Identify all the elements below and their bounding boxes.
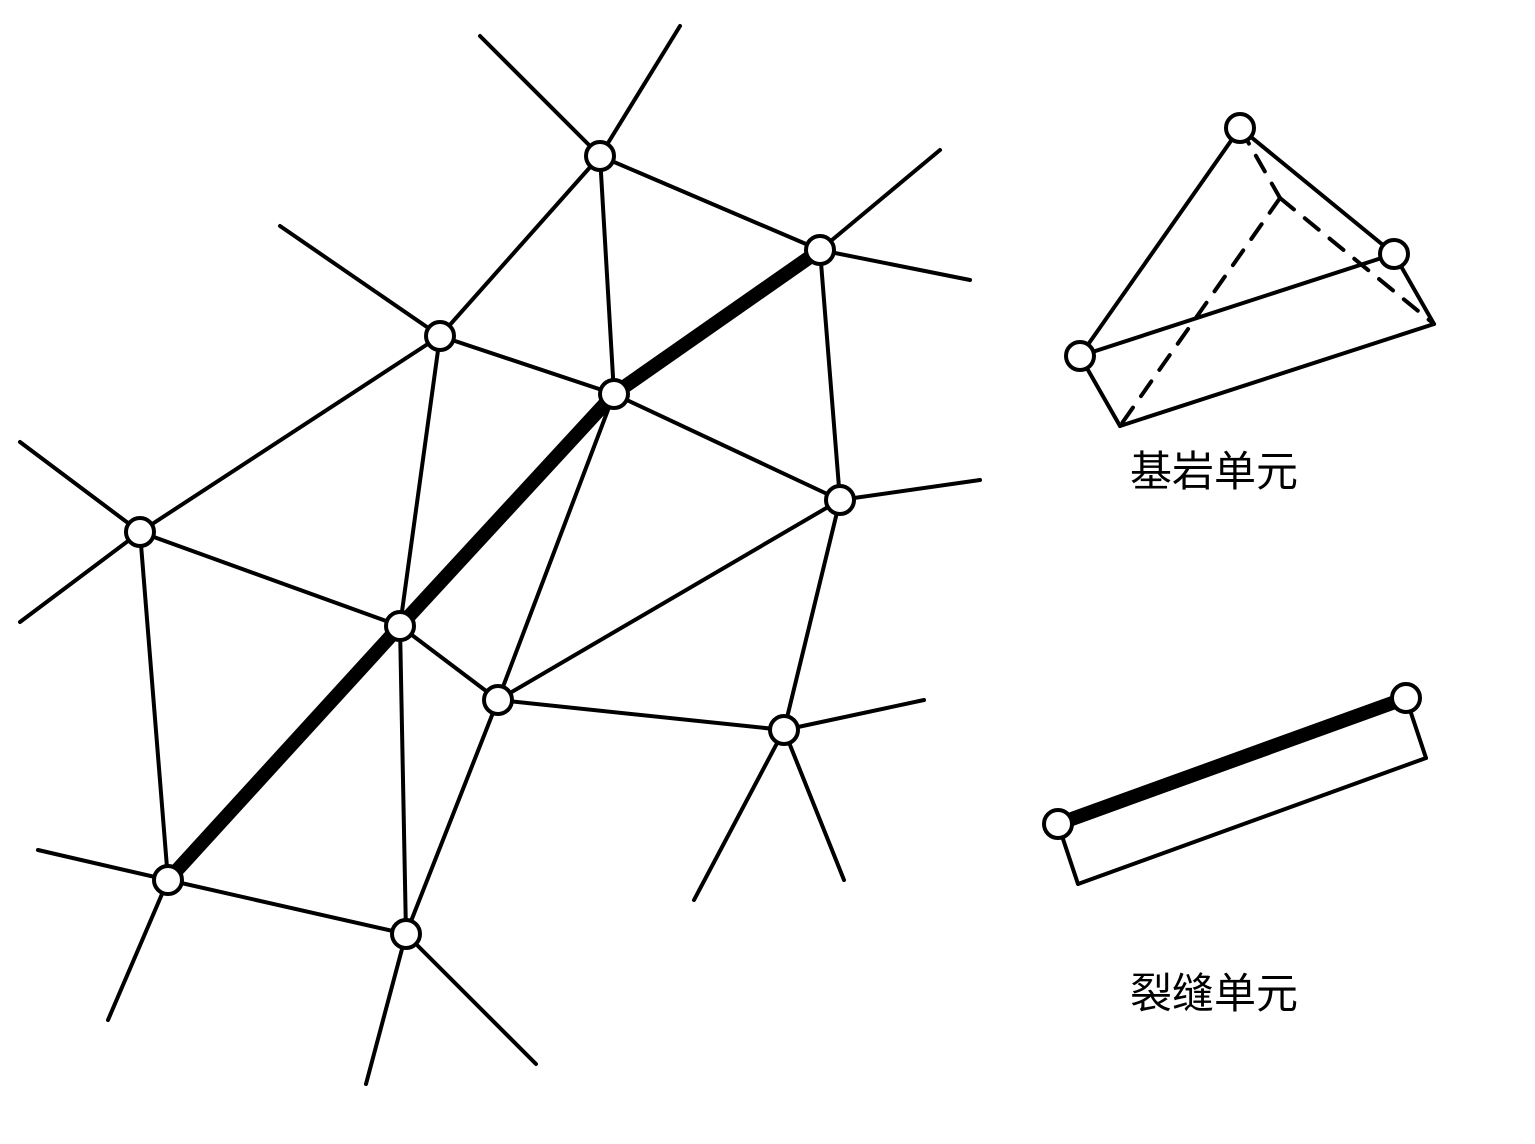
diagram-canvas <box>0 0 1535 1144</box>
bedrock-unit-label: 基岩单元 <box>1130 438 1298 499</box>
fracture-unit-label: 裂缝单元 <box>1130 960 1298 1021</box>
